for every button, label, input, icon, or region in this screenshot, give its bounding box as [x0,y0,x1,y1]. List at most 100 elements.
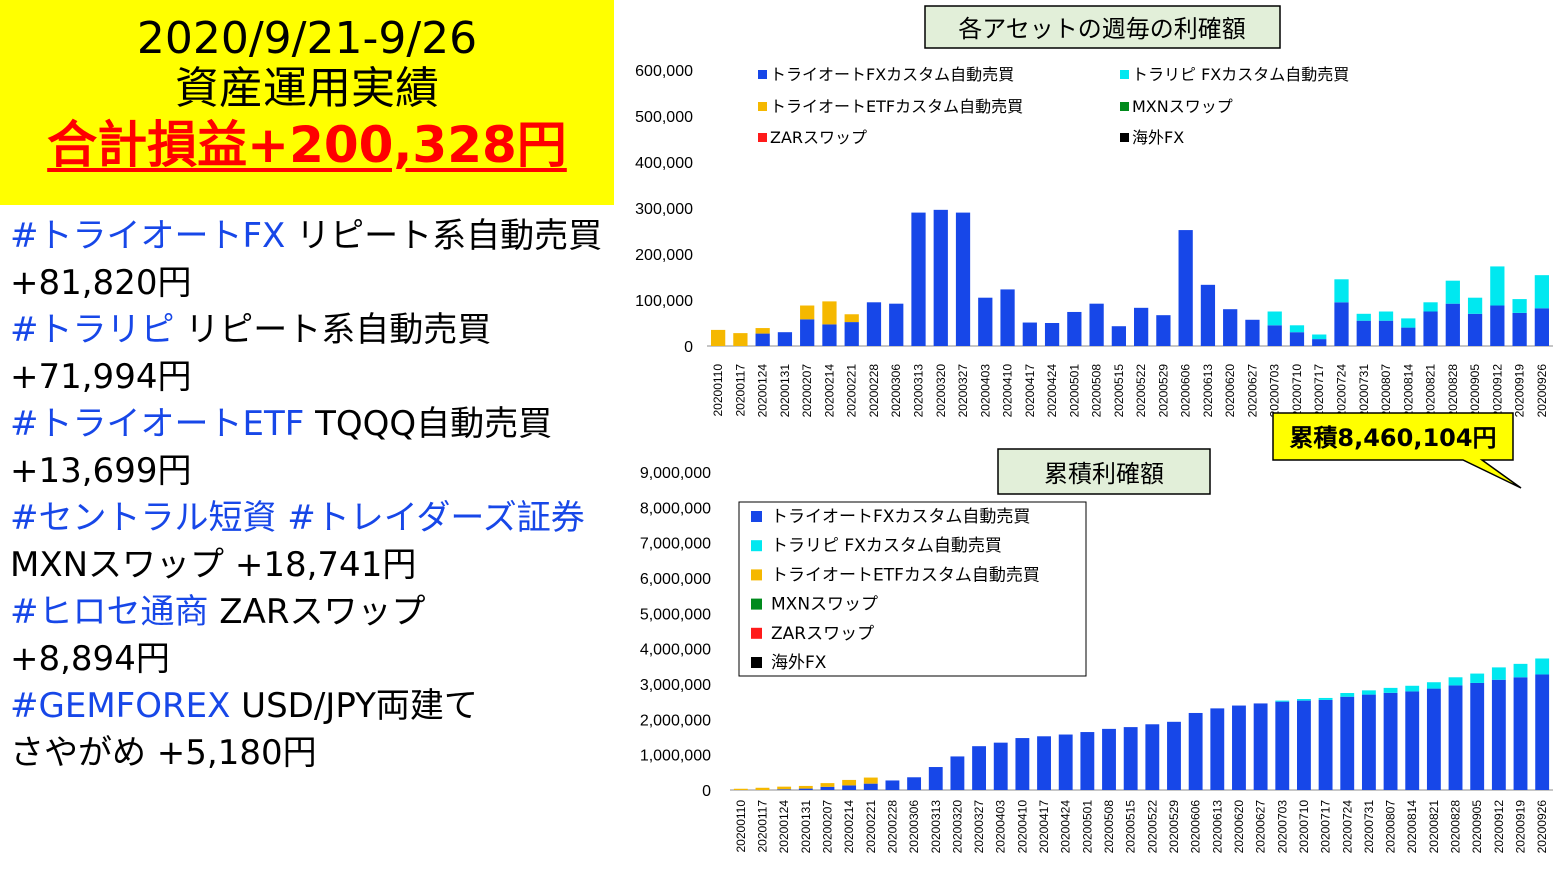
x-tick-label: 20200124 [756,364,770,418]
bar-segment-fx [1037,736,1051,790]
bar-segment-tr [1401,318,1416,328]
bar-segment-fx [1405,691,1420,790]
hashtag-text: #トライオートETF [10,404,305,444]
bar-segment-fx [1156,315,1171,346]
bar-segment-fx [1297,700,1311,790]
bar-segment-fx [1383,692,1398,790]
bar-segment-tr [1289,325,1305,333]
bar-segment-fx [1089,303,1104,346]
bar-segment-fx [1312,339,1327,346]
legend-label: トライオートFXカスタム自動売買 [771,507,1030,527]
x-tick-label: 20200522 [1134,364,1148,418]
x-tick-label: 20200228 [885,800,899,854]
bar-segment-fx [950,756,965,790]
bar-segment-fx [863,783,878,790]
x-tick-label: 20200912 [1492,800,1506,854]
bar-segment-tr [1405,685,1420,692]
bar-segment-tr [1448,677,1463,686]
chart-title-box [924,5,1281,49]
x-tick-label: 20200814 [1401,364,1415,418]
bar-segment-fx [1361,694,1376,790]
y-tick-label: 2,000,000 [640,712,711,729]
y-tick-label: 300,000 [635,201,693,218]
bar-segment-tr [1445,280,1460,304]
result-text: リピート系自動売買 [285,216,603,256]
bar-segment-fx [1123,727,1138,790]
x-tick-label: 20200515 [1124,800,1138,854]
chart-title: 各アセットの週毎の利確額 [958,15,1246,43]
bar-segment-fx [755,333,770,346]
bar-segment-fx [1000,289,1015,346]
bar-segment-fx [1512,312,1527,346]
bar-segment-fx [844,322,859,346]
bar-segment-fx [1210,708,1225,790]
bar-segment-tr [1297,699,1311,701]
hashtag-text: #セントラル短資 #トレイダーズ証券 [10,498,585,538]
x-tick-label: 20200620 [1223,364,1237,418]
bar-segment-tr [1535,658,1550,675]
x-tick-label: 20200221 [845,364,859,418]
x-tick-label: 20200620 [1232,800,1246,854]
hashtag-text: #GEMFOREX [10,686,231,726]
x-tick-label: 20200807 [1384,800,1398,854]
x-tick-label: 20200703 [1268,364,1282,418]
summary-total: 合計損益+200,328円 [47,116,567,174]
bar-segment-fx [1491,679,1506,790]
y-tick-label: 5,000,000 [640,606,711,623]
callout-box [1272,412,1522,489]
bar-segment-tr [1513,663,1528,678]
x-tick-label: 20200410 [1001,364,1015,418]
bar-segment-fx [1445,303,1460,346]
bar-segment-etf [777,786,792,790]
chart-title-box [997,448,1211,495]
x-tick-label: 20200110 [734,800,748,853]
y-tick-label: 0 [702,783,711,800]
bar-segment-tr [1490,266,1505,306]
bar-segment-fx [885,780,900,790]
legend-swatch-fx [758,70,767,79]
bar-segment-fx [889,303,904,346]
x-tick-label: 20200131 [778,364,792,418]
x-tick-label: 20200207 [820,800,834,854]
x-tick-label: 20200529 [1156,364,1170,418]
x-tick-label: 20200703 [1275,800,1289,854]
bar-segment-fx [933,209,948,346]
result-text: +8,894円 [10,639,170,679]
x-tick-label: 20200926 [1535,364,1549,418]
bar-segment-tr [1275,700,1290,702]
bar-segment-etf [820,783,835,787]
x-tick-label: 20200508 [1090,364,1104,418]
x-tick-label: 20200710 [1297,800,1311,854]
y-tick-label: 400,000 [635,155,693,172]
legend-swatch-mxn [751,598,762,610]
bar-segment-fx [777,789,792,790]
bar-segment-tr [1512,299,1527,313]
result-text: さやがめ +5,180円 [10,733,317,773]
bar-segment-fx [1467,313,1483,346]
summary-title-box: 2020/9/21-9/26 資産運用実績 合計損益+200,328円 [0,0,614,205]
bar-segment-etf [863,777,878,784]
legend-label: 海外FX [1132,128,1184,147]
bar-segment-fx [1102,728,1116,790]
result-line: さやがめ +5,180円 [10,730,610,777]
bar-segment-fx [1134,307,1149,346]
x-tick-label: 20200627 [1254,800,1268,854]
bar-segment-fx [1058,734,1073,790]
bar-segment-fx [1111,326,1126,346]
x-tick-label: 20200912 [1490,364,1504,418]
result-line: +71,994円 [10,354,610,401]
x-tick-label: 20200508 [1102,800,1116,854]
bar-segment-fx [1200,284,1216,346]
bar-segment-fx [1022,322,1037,346]
legend-swatch-kaigai [751,657,762,668]
x-tick-label: 20200501 [1080,800,1094,854]
bar-segment-fx [1340,696,1355,790]
x-tick-label: 20200814 [1405,800,1419,854]
bar-segment-fx [1145,724,1160,790]
bar-segment-tr [1534,275,1549,309]
result-text: +81,820円 [10,263,192,303]
x-tick-label: 20200214 [842,800,856,854]
bar-segment-tr [1426,682,1441,689]
x-tick-label: 20200110 [711,364,725,417]
bar-segment-fx [1426,688,1441,790]
